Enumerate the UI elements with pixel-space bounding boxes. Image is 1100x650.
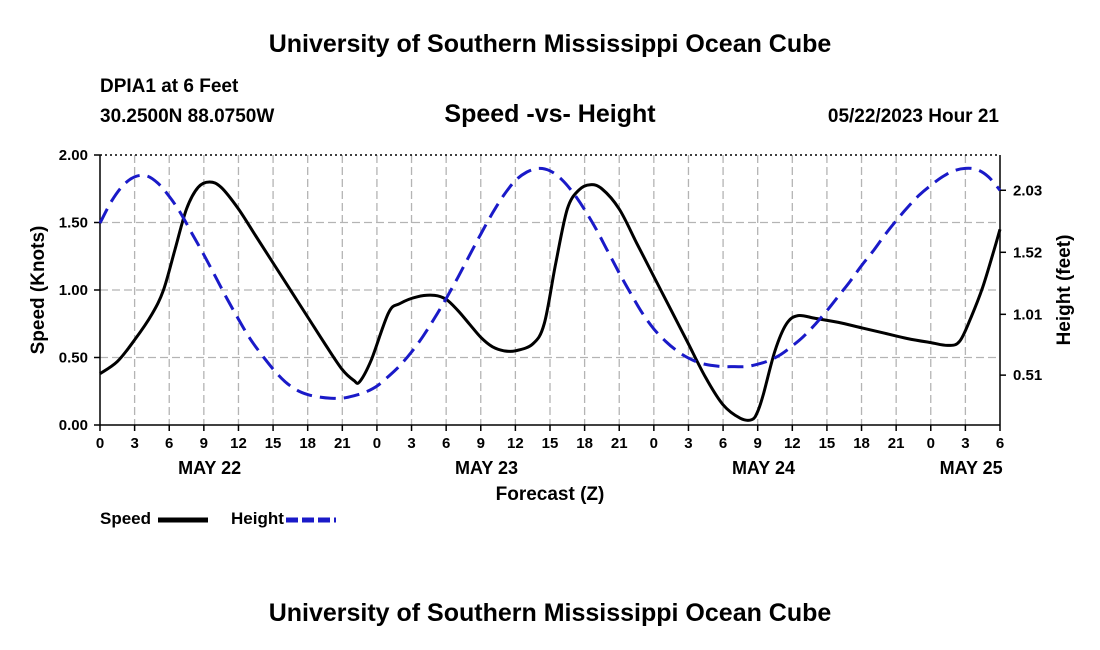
x-tick-label: 6	[996, 435, 1004, 452]
x-date-label: MAY 23	[455, 458, 518, 478]
x-axis-title: Forecast (Z)	[496, 484, 605, 505]
x-tick-label: 18	[576, 435, 593, 452]
x-tick-label: 15	[542, 435, 559, 452]
x-tick-label: 18	[299, 435, 316, 452]
y2-tick-label: 1.01	[1013, 306, 1042, 323]
x-date-label: MAY 24	[732, 458, 795, 478]
x-tick-label: 12	[507, 435, 524, 452]
forecast-datetime: 05/22/2023 Hour 21	[827, 106, 999, 127]
x-tick-label: 3	[684, 435, 692, 452]
x-tick-label: 0	[927, 435, 935, 452]
x-tick-label: 6	[442, 435, 450, 452]
x-tick-label: 0	[96, 435, 104, 452]
x-tick-label: 15	[819, 435, 836, 452]
x-tick-label: 0	[373, 435, 381, 452]
x-date-label: MAY 25	[940, 458, 1003, 478]
x-tick-label: 6	[165, 435, 173, 452]
x-tick-label: 21	[888, 435, 905, 452]
y2-tick-label: 2.03	[1013, 182, 1042, 199]
y2-tick-label: 1.52	[1013, 244, 1042, 261]
x-tick-label: 6	[719, 435, 727, 452]
speed-series-line	[99, 180, 1002, 422]
x-tick-label: 18	[853, 435, 870, 452]
x-tick-label: 3	[961, 435, 969, 452]
legend-height: Height	[231, 509, 338, 529]
x-tick-label: 3	[407, 435, 415, 452]
y2-axis-title: Height (feet)	[1054, 235, 1075, 346]
page-title: University of Southern Mississippi Ocean…	[268, 30, 832, 58]
y-tick-label: 0.00	[59, 417, 88, 434]
x-tick-label: 21	[334, 435, 351, 452]
x-tick-label: 15	[265, 435, 282, 452]
x-tick-label: 12	[230, 435, 247, 452]
x-tick-label: 21	[611, 435, 628, 452]
height-series-line	[98, 166, 1002, 400]
chart-title: Speed -vs- Height	[444, 100, 656, 128]
x-tick-label: 12	[784, 435, 801, 452]
legend-height-label: Height	[231, 509, 284, 528]
legend-height-swatch	[285, 517, 336, 523]
legend-speed-label: Speed	[100, 509, 152, 528]
legend-speed: Speed	[100, 509, 210, 529]
y-tick-label: 1.50	[59, 215, 88, 232]
station-label: DPIA1 at 6 Feet	[100, 76, 239, 97]
x-tick-label: 9	[477, 435, 485, 452]
x-date-label: MAY 22	[178, 458, 241, 478]
station-coordinates: 30.2500N 88.0750W	[100, 106, 275, 127]
x-tick-label: 9	[754, 435, 762, 452]
footer-title: University of Southern Mississippi Ocean…	[268, 599, 832, 627]
y2-tick-label: 0.51	[1013, 367, 1042, 384]
x-tick-label: 9	[200, 435, 208, 452]
y-tick-label: 2.00	[59, 147, 88, 164]
y-axis-title: Speed (Knots)	[28, 226, 49, 355]
x-tick-label: 3	[130, 435, 138, 452]
y-tick-label: 1.00	[59, 282, 88, 299]
legend-speed-swatch	[157, 517, 208, 523]
y-tick-label: 0.50	[59, 350, 88, 367]
x-tick-label: 0	[650, 435, 658, 452]
